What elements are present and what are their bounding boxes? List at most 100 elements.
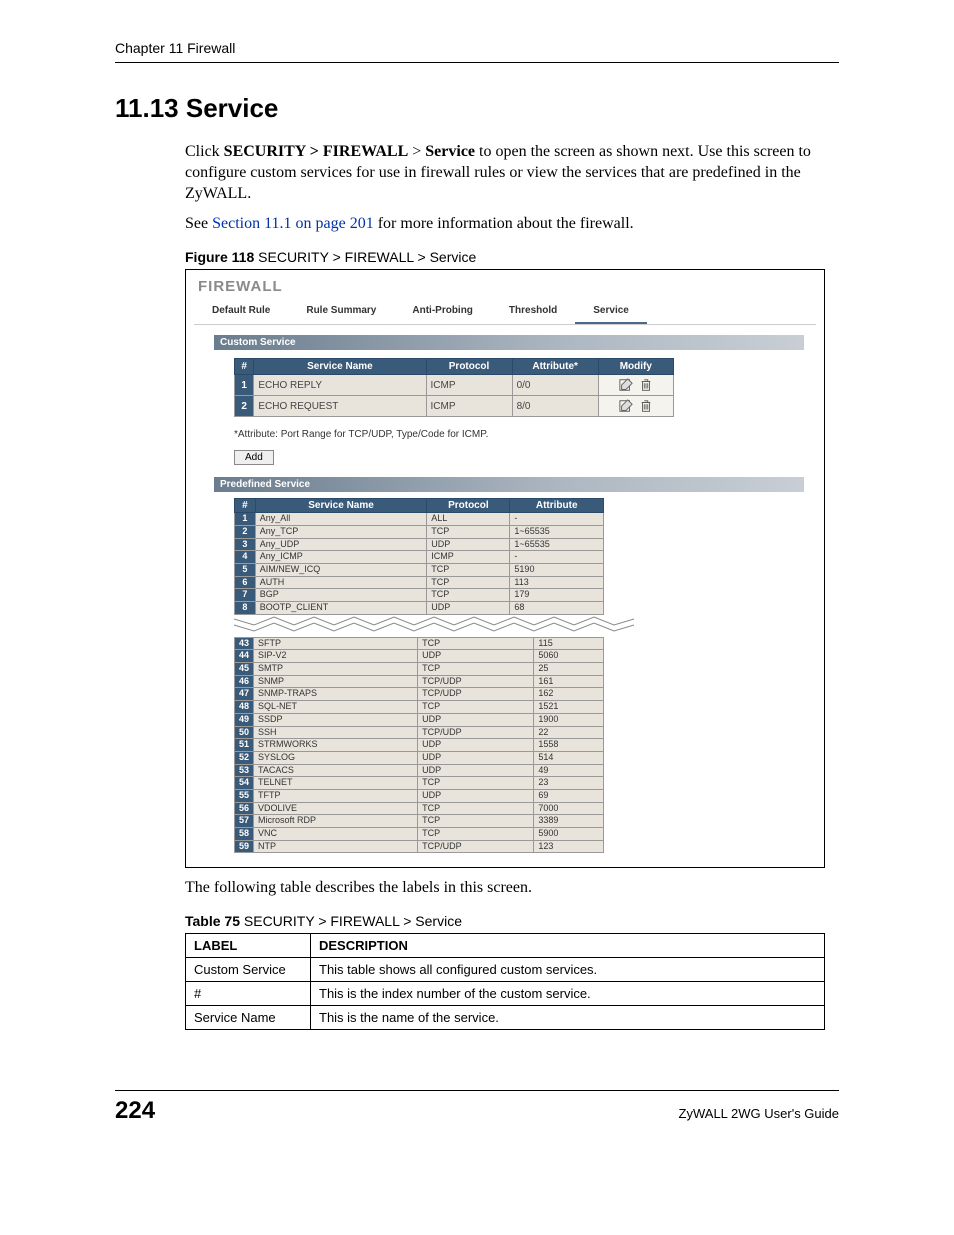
row-attribute: 23 bbox=[534, 777, 604, 790]
row-protocol: ICMP bbox=[426, 396, 512, 417]
row-protocol: TCP/UDP bbox=[418, 840, 534, 853]
custom-th: Modify bbox=[598, 359, 673, 375]
row-attribute: 1521 bbox=[534, 701, 604, 714]
predefined-service-table-top: #Service NameProtocolAttribute 1Any_AllA… bbox=[234, 498, 604, 615]
doc-description: This table shows all configured custom s… bbox=[311, 958, 825, 982]
custom-service-row: 1ECHO REPLYICMP0/0 bbox=[235, 375, 674, 396]
figure-text: SECURITY > FIREWALL > Service bbox=[254, 249, 476, 265]
predef-service-row: 49SSDPUDP1900 bbox=[235, 713, 604, 726]
text: > bbox=[408, 143, 425, 160]
edit-icon[interactable] bbox=[618, 399, 634, 413]
tab-rule-summary[interactable]: Rule Summary bbox=[288, 301, 394, 324]
attribute-note: *Attribute: Port Range for TCP/UDP, Type… bbox=[234, 429, 794, 440]
predef-service-row: 44SIP-V2UDP5060 bbox=[235, 650, 604, 663]
row-name: SNMP-TRAPS bbox=[254, 688, 418, 701]
row-protocol: TCP bbox=[418, 777, 534, 790]
predef-th: Protocol bbox=[427, 499, 510, 513]
text: Click bbox=[185, 143, 224, 160]
row-name: SSH bbox=[254, 726, 418, 739]
page-number: 224 bbox=[115, 1097, 155, 1125]
doc-label: Custom Service bbox=[186, 958, 311, 982]
row-attribute: 5060 bbox=[534, 650, 604, 663]
row-name: Any_All bbox=[255, 513, 427, 526]
row-name: Any_ICMP bbox=[255, 551, 427, 564]
row-index: 43 bbox=[235, 637, 254, 650]
tab-service[interactable]: Service bbox=[575, 301, 647, 324]
doc-label: Service Name bbox=[186, 1006, 311, 1030]
row-name: Any_TCP bbox=[255, 525, 427, 538]
row-index: 7 bbox=[235, 589, 256, 602]
row-protocol: TCP bbox=[418, 701, 534, 714]
predef-service-row: 5AIM/NEW_ICQTCP5190 bbox=[235, 563, 604, 576]
delete-icon[interactable] bbox=[638, 399, 654, 413]
row-attribute: 1558 bbox=[534, 739, 604, 752]
row-index: 4 bbox=[235, 551, 256, 564]
row-index: 49 bbox=[235, 713, 254, 726]
row-attribute: 7000 bbox=[534, 802, 604, 815]
predef-service-row: 55TFTPUDP69 bbox=[235, 789, 604, 802]
row-name: ECHO REPLY bbox=[254, 375, 426, 396]
row-attribute: 1900 bbox=[534, 713, 604, 726]
row-attribute: 1~65535 bbox=[510, 538, 604, 551]
row-attribute: 161 bbox=[534, 675, 604, 688]
predef-service-row: 45SMTPTCP25 bbox=[235, 663, 604, 676]
row-name: Microsoft RDP bbox=[254, 815, 418, 828]
doc-description: This is the name of the service. bbox=[311, 1006, 825, 1030]
text: See bbox=[185, 215, 212, 232]
row-attribute: 69 bbox=[534, 789, 604, 802]
table-caption: Table 75 SECURITY > FIREWALL > Service bbox=[185, 913, 839, 929]
row-index: 54 bbox=[235, 777, 254, 790]
row-attribute: 22 bbox=[534, 726, 604, 739]
row-protocol: TCP/UDP bbox=[418, 675, 534, 688]
row-index: 53 bbox=[235, 764, 254, 777]
figure-caption: Figure 118 SECURITY > FIREWALL > Service bbox=[185, 249, 839, 265]
predef-service-row: 53TACACSUDP49 bbox=[235, 764, 604, 777]
predef-service-row: 51STRMWORKSUDP1558 bbox=[235, 739, 604, 752]
row-attribute: 115 bbox=[534, 637, 604, 650]
intro-paragraph-1: Click SECURITY > FIREWALL > Service to o… bbox=[185, 142, 839, 204]
row-attribute: - bbox=[510, 551, 604, 564]
tab-bar: Default RuleRule SummaryAnti-ProbingThre… bbox=[194, 301, 816, 325]
row-index: 1 bbox=[235, 375, 254, 396]
predef-service-row: 47SNMP-TRAPSTCP/UDP162 bbox=[235, 688, 604, 701]
row-name: TELNET bbox=[254, 777, 418, 790]
row-attribute: 5900 bbox=[534, 828, 604, 841]
row-name: TACACS bbox=[254, 764, 418, 777]
after-figure-paragraph: The following table describes the labels… bbox=[185, 878, 839, 899]
page-footer: 224 ZyWALL 2WG User's Guide bbox=[115, 1090, 839, 1125]
row-index: 47 bbox=[235, 688, 254, 701]
row-protocol: TCP bbox=[427, 576, 510, 589]
row-protocol: UDP bbox=[418, 650, 534, 663]
table-label: Table 75 bbox=[185, 913, 240, 929]
row-index: 59 bbox=[235, 840, 254, 853]
predef-service-row: 43SFTPTCP115 bbox=[235, 637, 604, 650]
row-attribute: 0/0 bbox=[512, 375, 598, 396]
predef-th: Service Name bbox=[255, 499, 427, 513]
row-index: 44 bbox=[235, 650, 254, 663]
row-protocol: TCP/UDP bbox=[418, 726, 534, 739]
tab-threshold[interactable]: Threshold bbox=[491, 301, 575, 324]
edit-icon[interactable] bbox=[618, 378, 634, 392]
custom-th: Service Name bbox=[254, 359, 426, 375]
delete-icon[interactable] bbox=[638, 378, 654, 392]
doc-table-row: #This is the index number of the custom … bbox=[186, 982, 825, 1006]
custom-service-row: 2ECHO REQUESTICMP8/0 bbox=[235, 396, 674, 417]
row-name: AUTH bbox=[255, 576, 427, 589]
custom-th: # bbox=[235, 359, 254, 375]
table-text: SECURITY > FIREWALL > Service bbox=[240, 913, 462, 929]
tab-anti-probing[interactable]: Anti-Probing bbox=[394, 301, 491, 324]
row-protocol: TCP bbox=[418, 637, 534, 650]
row-attribute: 1~65535 bbox=[510, 525, 604, 538]
running-header: Chapter 11 Firewall bbox=[115, 40, 839, 63]
doc-table-row: Service NameThis is the name of the serv… bbox=[186, 1006, 825, 1030]
add-button[interactable]: Add bbox=[234, 450, 274, 465]
tab-default-rule[interactable]: Default Rule bbox=[194, 301, 288, 324]
cross-ref-link[interactable]: Section 11.1 on page 201 bbox=[212, 215, 374, 232]
row-protocol: UDP bbox=[427, 538, 510, 551]
custom-service-table: #Service NameProtocolAttribute*Modify 1E… bbox=[234, 358, 674, 417]
screenshot-figure: FIREWALL Default RuleRule SummaryAnti-Pr… bbox=[185, 269, 825, 868]
row-index: 2 bbox=[235, 396, 254, 417]
row-name: VDOLIVE bbox=[254, 802, 418, 815]
row-name: SQL-NET bbox=[254, 701, 418, 714]
row-attribute: - bbox=[510, 513, 604, 526]
